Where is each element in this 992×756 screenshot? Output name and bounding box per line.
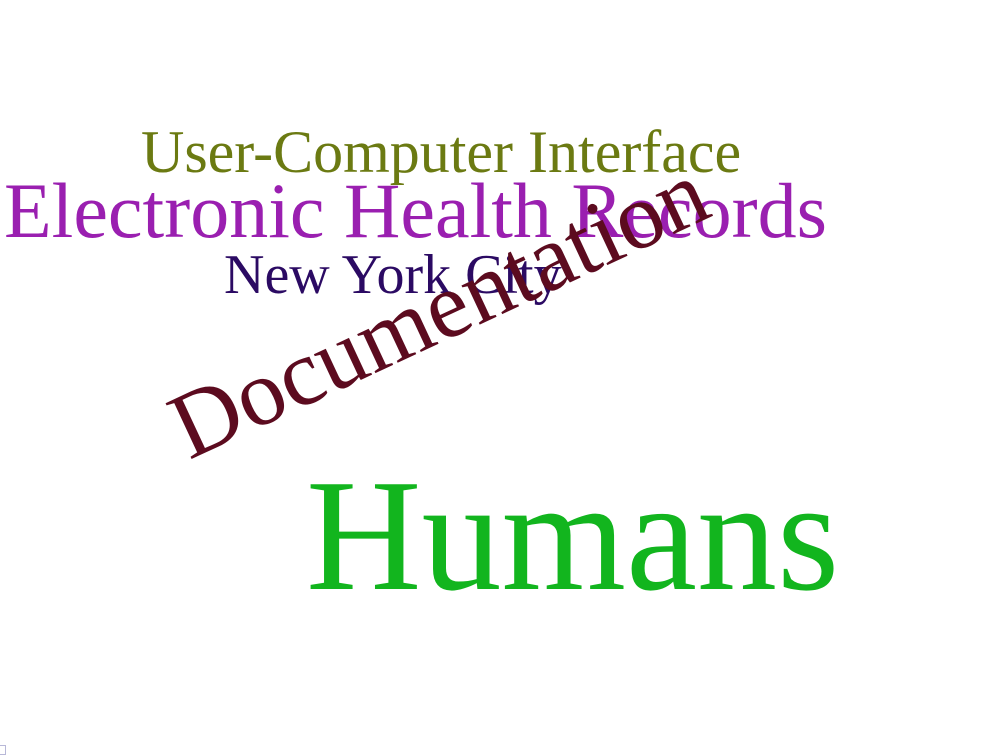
corner-artifact [0,745,6,755]
word-new-york-city: New York City [224,244,562,306]
word-electronic-health-records: Electronic Health Records [4,167,827,254]
word-user-computer-interface: User-Computer Interface [141,119,742,185]
word-humans: Humans [306,446,840,624]
